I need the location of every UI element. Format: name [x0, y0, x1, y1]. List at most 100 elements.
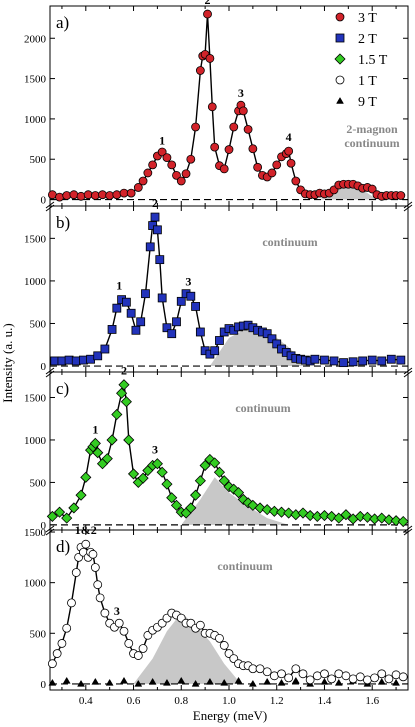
data-point-9t: [62, 676, 71, 684]
y-tick-label: 1000: [24, 578, 47, 590]
data-point: [52, 649, 62, 658]
data-point: [161, 478, 173, 490]
data-point: [112, 303, 122, 313]
peak-label: 3: [185, 274, 191, 288]
data-point: [170, 499, 183, 511]
data-point: [71, 568, 81, 577]
data-point: [111, 408, 123, 421]
legend-label: 2 T: [358, 32, 377, 47]
data-point: [261, 504, 273, 516]
data-point: [199, 459, 211, 472]
data-point: [310, 354, 320, 364]
data-point: [386, 354, 396, 364]
data-point-9t: [377, 677, 386, 685]
data-point: [232, 487, 245, 499]
x-axis-label: Energy (meV): [193, 708, 267, 723]
panel-4: 0 500 1000 1500 d) 1&2 3 continuum: [24, 523, 409, 691]
data-point-9t: [234, 676, 243, 684]
legend-marker: [335, 33, 345, 43]
x-axis-ticks: 0.4 0.6 0.8 1.0 1.2 1.4 1.6: [79, 695, 380, 707]
data-point: [358, 356, 368, 366]
panel-label: b): [56, 213, 70, 232]
data-point: [339, 358, 348, 368]
data-point-9t: [248, 679, 257, 687]
data-point: [69, 190, 79, 200]
data-point: [391, 670, 401, 680]
data-point-9t: [105, 678, 114, 686]
data-point: [312, 671, 322, 681]
legend-label: 1.5 T: [358, 53, 388, 68]
data-point: [47, 659, 57, 669]
data-point: [318, 509, 331, 522]
data-point: [120, 396, 132, 408]
panel-3: 0 500 1000 1500 c) 1 2 3 continuum: [24, 364, 413, 536]
data-point: [157, 293, 167, 303]
data-point: [298, 669, 308, 679]
continuum-annotation: continuum: [344, 136, 399, 150]
data-point: [367, 184, 377, 194]
data-point: [107, 325, 117, 334]
legend-label: 9 T: [358, 95, 377, 110]
data-point: [390, 515, 402, 527]
data-point: [186, 154, 196, 164]
data-point: [195, 620, 205, 630]
data-point: [204, 453, 216, 466]
data-point: [277, 669, 286, 679]
data-point: [229, 122, 239, 132]
data-point: [243, 124, 253, 134]
series-points: [50, 212, 406, 368]
data-point: [304, 509, 316, 522]
data-point: [238, 106, 248, 116]
data-point-9t: [205, 677, 214, 685]
continuum-area: [133, 613, 241, 684]
legend-marker: [334, 53, 346, 65]
data-point: [215, 633, 224, 643]
data-point: [55, 192, 64, 202]
y-tick-label: 0: [41, 195, 47, 207]
data-point: [305, 675, 315, 685]
y-tick-label: 1000: [24, 114, 47, 126]
panel-2: 0 500 1000 1500 b) 1 2 3 continuum: [24, 196, 413, 378]
data-point: [88, 549, 98, 559]
y-tick-label: 1500: [24, 527, 47, 539]
data-point: [93, 580, 103, 590]
data-point: [383, 514, 395, 526]
data-point: [377, 356, 387, 366]
y-tick-label: 500: [30, 477, 47, 489]
data-point: [367, 355, 377, 365]
data-point: [81, 539, 91, 549]
panels-group: 0500100015002000a)12342-magnoncontinuum0…: [24, 0, 413, 691]
data-point: [119, 626, 129, 636]
data-point: [291, 664, 301, 674]
data-point: [62, 191, 72, 200]
data-point: [176, 296, 186, 306]
data-point: [143, 168, 153, 178]
data-point: [219, 164, 229, 174]
data-point: [354, 510, 366, 522]
data-point: [89, 437, 101, 449]
data-point: [262, 667, 272, 677]
data-point: [384, 674, 394, 684]
data-point: [75, 489, 87, 501]
data-point: [172, 317, 181, 327]
data-point: [80, 471, 92, 483]
data-point: [272, 339, 282, 349]
data-point: [297, 507, 309, 519]
data-point: [376, 512, 388, 524]
data-point: [194, 475, 206, 487]
peak-label: 1: [159, 133, 165, 147]
data-point-9t: [263, 677, 272, 685]
data-point: [121, 297, 131, 307]
y-tick-label: 1500: [24, 233, 47, 245]
data-point: [152, 225, 162, 235]
data-point: [190, 489, 202, 501]
data-point: [186, 291, 196, 301]
data-point: [62, 623, 72, 633]
data-point: [167, 160, 177, 170]
x-tick-label: 1.4: [318, 695, 332, 707]
x-tick-label: 1.6: [365, 695, 379, 707]
data-point: [67, 598, 76, 608]
data-point: [124, 639, 134, 648]
series-points: [46, 379, 409, 528]
data-point-9t: [77, 679, 85, 687]
